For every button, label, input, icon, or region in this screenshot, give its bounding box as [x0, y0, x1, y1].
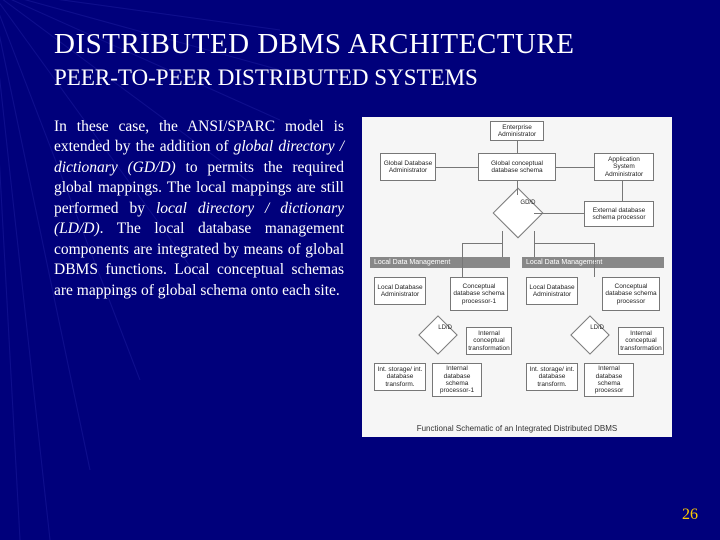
- box-global-conceptual-schema: Global conceptual database schema: [478, 153, 556, 181]
- band-local-left: Local Data Management: [370, 257, 510, 268]
- box-right-ict: Internal conceptual transformation: [618, 327, 664, 355]
- box-left-ict: Internal conceptual transformation: [466, 327, 512, 355]
- box-left-lda: Local Database Administrator: [374, 277, 426, 305]
- box-external-schema-proc: External database schema processor: [584, 201, 654, 227]
- slide: DISTRIBUTED DBMS ARCHITECTURE PEER-TO-PE…: [0, 0, 720, 540]
- box-right-ist: Int. storage/ int. database transform.: [526, 363, 578, 391]
- slide-subtitle: PEER-TO-PEER DISTRIBUTED SYSTEMS: [54, 65, 680, 91]
- box-left-csp: Conceptual database schema processor-1: [450, 277, 508, 311]
- box-left-ics: Internal database schema processor-1: [432, 363, 482, 397]
- box-right-csp: Conceptual database schema processor: [602, 277, 660, 311]
- architecture-diagram: Enterprise Administrator Global Database…: [362, 117, 672, 437]
- box-enterprise-admin: Enterprise Administrator: [490, 121, 544, 141]
- box-right-ics: Internal database schema processor: [584, 363, 634, 397]
- diamond-left-ldd: LD/D: [418, 315, 458, 355]
- diamond-right-ldd: LD/D: [570, 315, 610, 355]
- body-text: In these case, the ANSI/SPARC model is e…: [54, 117, 344, 437]
- band-local-right: Local Data Management: [522, 257, 664, 268]
- slide-title: DISTRIBUTED DBMS ARCHITECTURE: [54, 28, 680, 61]
- content-row: In these case, the ANSI/SPARC model is e…: [54, 117, 680, 437]
- box-right-lda: Local Database Administrator: [526, 277, 578, 305]
- page-number: 26: [682, 506, 698, 524]
- box-global-db-admin: Global Database Administrator: [380, 153, 436, 181]
- diagram-caption: Functional Schematic of an Integrated Di…: [362, 424, 672, 433]
- box-left-ist: Int. storage/ int. database transform.: [374, 363, 426, 391]
- box-app-sys-admin: Application System Administrator: [594, 153, 654, 181]
